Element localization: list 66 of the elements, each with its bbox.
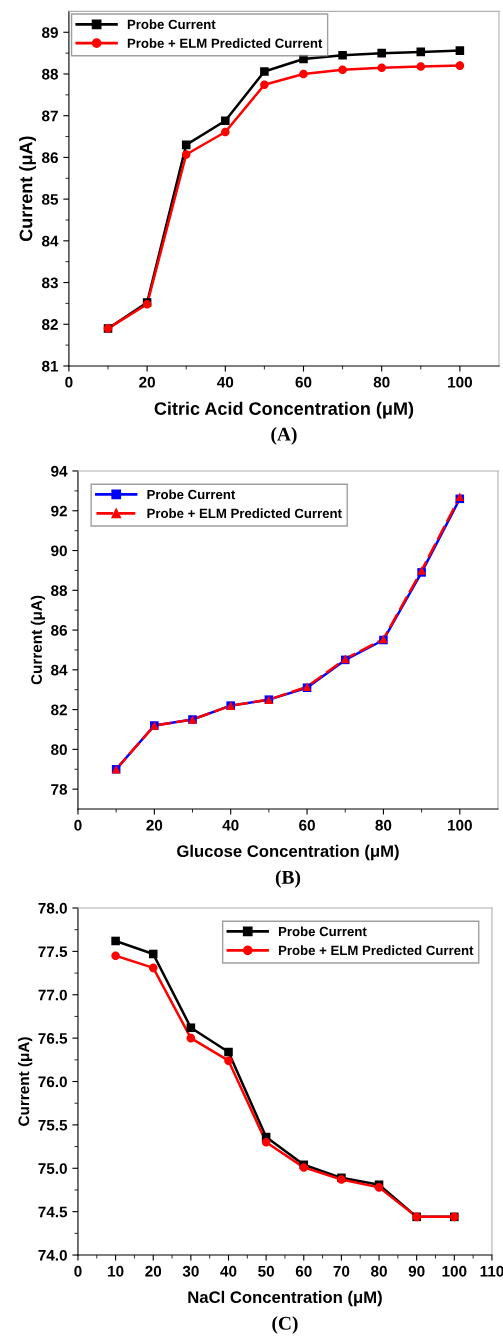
y-tick-label: 75.0 [38, 1163, 67, 1174]
x-tick-label: 60 [295, 376, 312, 388]
x-tick-label: 0 [74, 819, 82, 831]
text: (A) [271, 427, 297, 445]
x-tick-label: 40 [217, 376, 234, 388]
x-axis-title: Glucose Concentration (μM) [177, 844, 399, 861]
x-tick-label: 100 [448, 376, 472, 388]
x-tick-label: 0 [74, 1265, 82, 1277]
y-tick-label: 84 [41, 235, 59, 247]
y-tick-label: 86 [41, 152, 58, 164]
y-tick-label: 94 [51, 465, 68, 477]
x-tick-label: 90 [408, 1265, 425, 1277]
x-tick-label: 60 [295, 1265, 312, 1277]
y-tick-label: 77.5 [38, 946, 68, 958]
y-tick-label: 82 [41, 319, 58, 330]
text: (B) [275, 870, 301, 888]
x-tick-label: 80 [373, 376, 390, 388]
x-tick-label: 20 [146, 819, 163, 831]
x-tick-label: 100 [442, 1265, 467, 1277]
y-tick-label: 80 [51, 744, 67, 756]
y-tick-label: 85 [41, 193, 59, 205]
x-tick-label: 20 [139, 376, 155, 388]
legend-label: Probe Current [127, 19, 216, 30]
y-tick-label: 88 [41, 68, 59, 80]
x-tick-label: 50 [258, 1265, 274, 1277]
x-tick-label: 110 [480, 1265, 503, 1277]
y-axis-title: Current (μA) [19, 136, 36, 242]
x-tick-label: 10 [108, 1265, 124, 1277]
y-tick-label: 75.5 [38, 1119, 68, 1131]
y-tick-label: 89 [41, 27, 58, 38]
y-tick-label: 86 [51, 624, 67, 636]
y-tick-label: 78.0 [38, 902, 67, 914]
x-tick-label: 30 [182, 1265, 199, 1277]
x-tick-label: 20 [145, 1265, 162, 1277]
y-tick-label: 82 [51, 704, 67, 716]
x-tick-label: 60 [299, 819, 315, 831]
y-tick-label: 74.5 [38, 1206, 68, 1218]
y-tick-label: 83 [41, 277, 58, 289]
y-tick-label: 74.0 [38, 1249, 67, 1261]
x-tick-label: 80 [371, 1265, 387, 1277]
y-tick-label: 87 [41, 110, 58, 122]
y-tick-label: 76.5 [38, 1033, 68, 1044]
y-tick-label: 81 [41, 360, 59, 372]
legend-label: Probe + ELM Predicted Current [147, 508, 342, 519]
x-axis-title: NaCl Concentration (μM) [188, 1290, 382, 1307]
text: (C) [272, 1316, 298, 1334]
y-tick-label: 76.0 [38, 1076, 67, 1088]
legend-label: Probe + ELM Predicted Current [127, 38, 323, 48]
y-tick-label: 90 [51, 545, 67, 557]
x-axis-title: Citric Acid Concentration (μM) [154, 401, 414, 419]
x-tick-label: 40 [220, 1265, 237, 1277]
y-axis-title: Current (μA) [18, 1037, 33, 1126]
y-tick-label: 88 [51, 585, 68, 596]
x-tick-label: 40 [222, 819, 239, 831]
legend-label: Probe Current [147, 489, 236, 500]
legend-label: Probe + ELM Predicted Current [278, 945, 474, 956]
x-tick-label: 70 [333, 1265, 350, 1277]
y-axis-title: Current (μA) [30, 595, 45, 685]
x-tick-label: 80 [375, 819, 392, 831]
legend-label: Probe Current [278, 926, 367, 937]
x-tick-label: 100 [448, 819, 472, 831]
y-tick-label: 92 [51, 505, 67, 517]
y-tick-label: 77.0 [38, 989, 67, 1001]
y-tick-label: 84 [51, 664, 68, 676]
y-tick-label: 78 [51, 784, 68, 795]
x-tick-label: 0 [65, 376, 73, 388]
